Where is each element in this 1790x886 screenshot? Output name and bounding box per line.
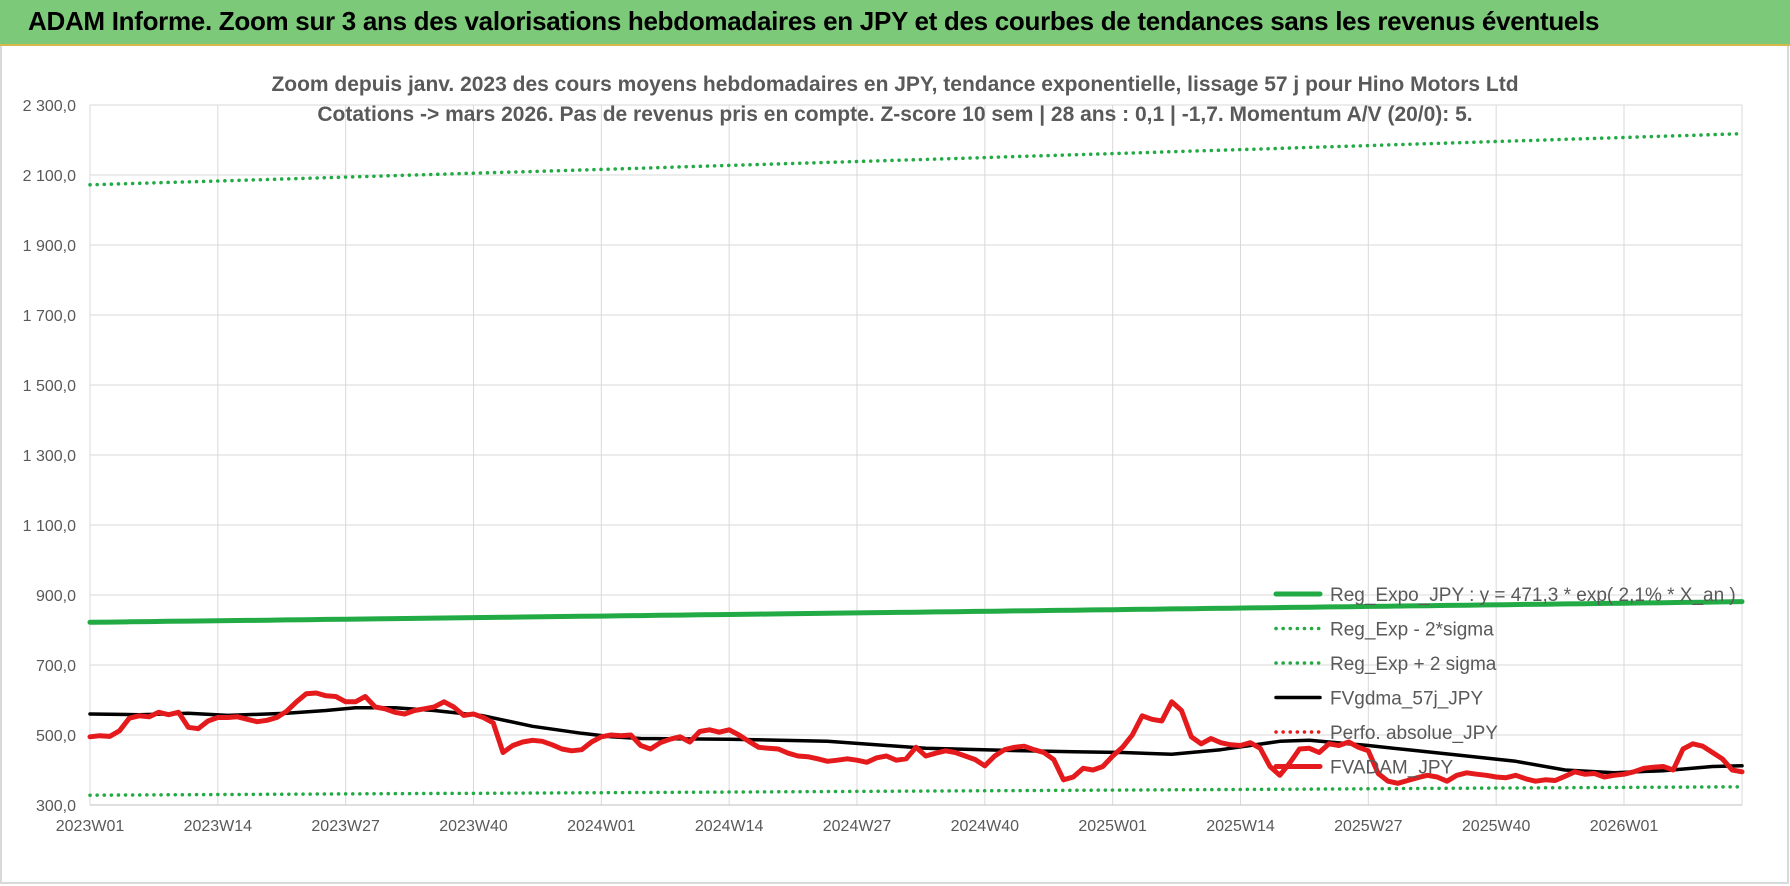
y-tick-label: 1 900,0 — [23, 238, 76, 255]
chart-title: Zoom depuis janv. 2023 des cours moyens … — [0, 70, 1790, 130]
x-tick-label: 2025W01 — [1078, 818, 1147, 835]
legend-label: Reg_Exp + 2 sigma — [1330, 654, 1497, 675]
x-tick-label: 2024W40 — [951, 818, 1020, 835]
y-tick-label: 1 100,0 — [23, 518, 76, 535]
y-tick-label: 1 300,0 — [23, 448, 76, 465]
series-line-5 — [87, 690, 1745, 786]
report-banner: ADAM Informe. Zoom sur 3 ans des valoris… — [0, 0, 1790, 46]
y-tick-label: 1 500,0 — [23, 378, 76, 395]
x-tick-label: 2026W01 — [1590, 818, 1659, 835]
x-tick-label: 2023W27 — [311, 818, 380, 835]
report-title: ADAM Informe. Zoom sur 3 ans des valoris… — [28, 6, 1600, 36]
series-line-3 — [88, 705, 1744, 775]
legend-label: FVgdma_57j_JPY — [1330, 689, 1483, 710]
x-tick-label: 2024W01 — [567, 818, 636, 835]
x-tick-label: 2025W27 — [1334, 818, 1403, 835]
y-tick-label: 2 100,0 — [23, 168, 76, 185]
y-tick-label: 900,0 — [36, 588, 76, 605]
x-tick-label: 2023W40 — [439, 818, 508, 835]
chart-frame — [0, 46, 1789, 884]
x-tick-label: 2024W14 — [695, 818, 764, 835]
y-tick-label: 1 700,0 — [23, 308, 76, 325]
legend-label: Reg_Expo_JPY : y = 471,3 * exp( 2,1% * X… — [1330, 585, 1736, 606]
y-axis: 2 300,0 2 100,0 1 900,0 1 700,0 1 500,0 1 300… — [23, 98, 76, 815]
series-line-0 — [87, 599, 1745, 625]
series-lines — [87, 131, 1745, 797]
x-axis: 2023W01 2023W14 2023W27 2023W40 2024W01 2024W… — [56, 804, 1742, 835]
y-tick-label: 300,0 — [36, 798, 76, 815]
series-line-2 — [88, 131, 1744, 187]
x-tick-label: 2023W01 — [56, 818, 125, 835]
chart-title-line-1: Zoom depuis janv. 2023 des cours moyens … — [271, 73, 1519, 96]
x-tick-label: 2025W40 — [1462, 818, 1531, 835]
x-tick-label: 2024W27 — [823, 818, 892, 835]
x-tick-label: 2023W14 — [184, 818, 253, 835]
legend-label: FVADAM_JPY — [1330, 758, 1454, 779]
y-tick-label: 2 300,0 — [23, 98, 76, 115]
y-tick-label: 500,0 — [36, 728, 76, 745]
legend-label: Reg_Exp - 2*sigma — [1330, 620, 1494, 641]
x-tick-label: 2025W14 — [1206, 818, 1275, 835]
legend-label: Perfo. absolue_JPY — [1330, 723, 1498, 744]
chart-title-line-2: Cotations -> mars 2026. Pas de revenus p… — [317, 103, 1473, 126]
y-tick-label: 700,0 — [36, 658, 76, 675]
legend: Reg_Expo_JPY : y = 471,3 * exp( 2,1% * X… — [1273, 585, 1736, 779]
series-line-1 — [88, 785, 1744, 797]
